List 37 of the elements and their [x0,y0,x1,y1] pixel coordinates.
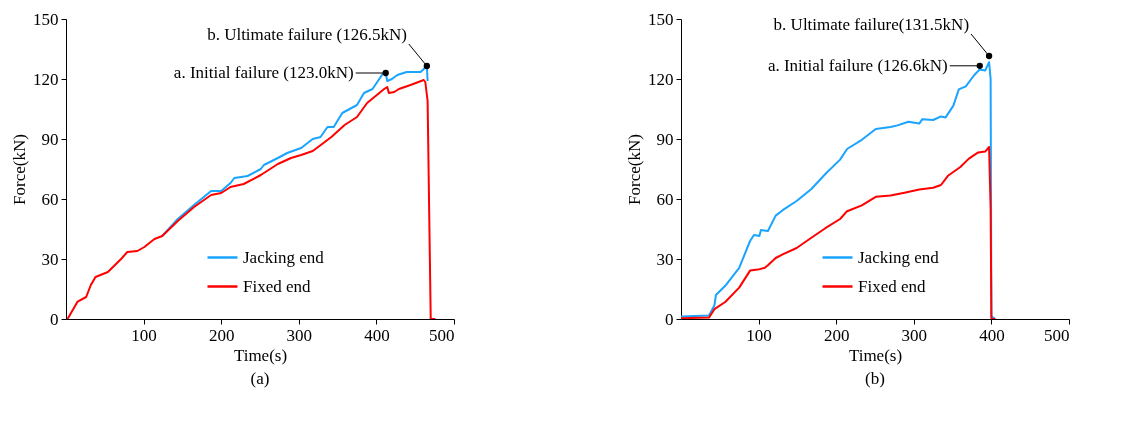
legend-label: Jacking end [858,247,940,267]
y-tick-label: 60 [41,189,59,209]
x-tick-label: 100 [746,325,772,345]
y-tick-label: 30 [656,249,674,269]
annotation: b. Ultimate failure(131.5kN) [773,15,970,34]
annotation: a. Initial failure (126.6kN) [767,55,948,75]
y-tick-label: 30 [41,249,59,269]
text: (a) [250,369,270,388]
x-tick-label: 300 [901,325,928,345]
x-axis-title: Time(s) [233,345,288,365]
x-tick-label: 200 [823,325,850,345]
x-tick-label: 300 [286,325,313,345]
y-axis-title: Force(kN) [625,134,644,205]
x-tick-label: 200 [208,325,235,345]
y-axis-title: Force(kN) [10,134,29,205]
legend-label: Fixed end [858,276,927,296]
x-tick-label: 100 [131,325,157,345]
y-tick-label: 0 [665,309,674,329]
y-tick-label: 60 [656,189,674,209]
text: (b) [865,369,885,388]
y-tick-label: 120 [33,69,59,89]
y-tick-label: 90 [41,129,59,149]
line-series [681,146,997,319]
legend-label: Jacking end [243,247,325,267]
y-tick-label: 150 [33,9,59,29]
y-tick-label: 120 [648,69,674,89]
x-axis-title: Time(s) [848,345,903,365]
y-tick-label: 90 [656,129,674,149]
annotation: a. Initial failure (123.0kN) [173,63,354,82]
legend-label: Fixed end [243,276,312,296]
y-tick-label: 0 [50,309,59,329]
x-tick-label: 400 [979,325,1005,345]
y-tick-label: 150 [648,9,674,29]
x-tick-label: 500 [429,325,455,345]
x-tick-label: 500 [1044,325,1070,345]
annotation: b. Ultimate failure (126.5kN) [207,25,407,44]
x-tick-label: 400 [364,325,390,345]
